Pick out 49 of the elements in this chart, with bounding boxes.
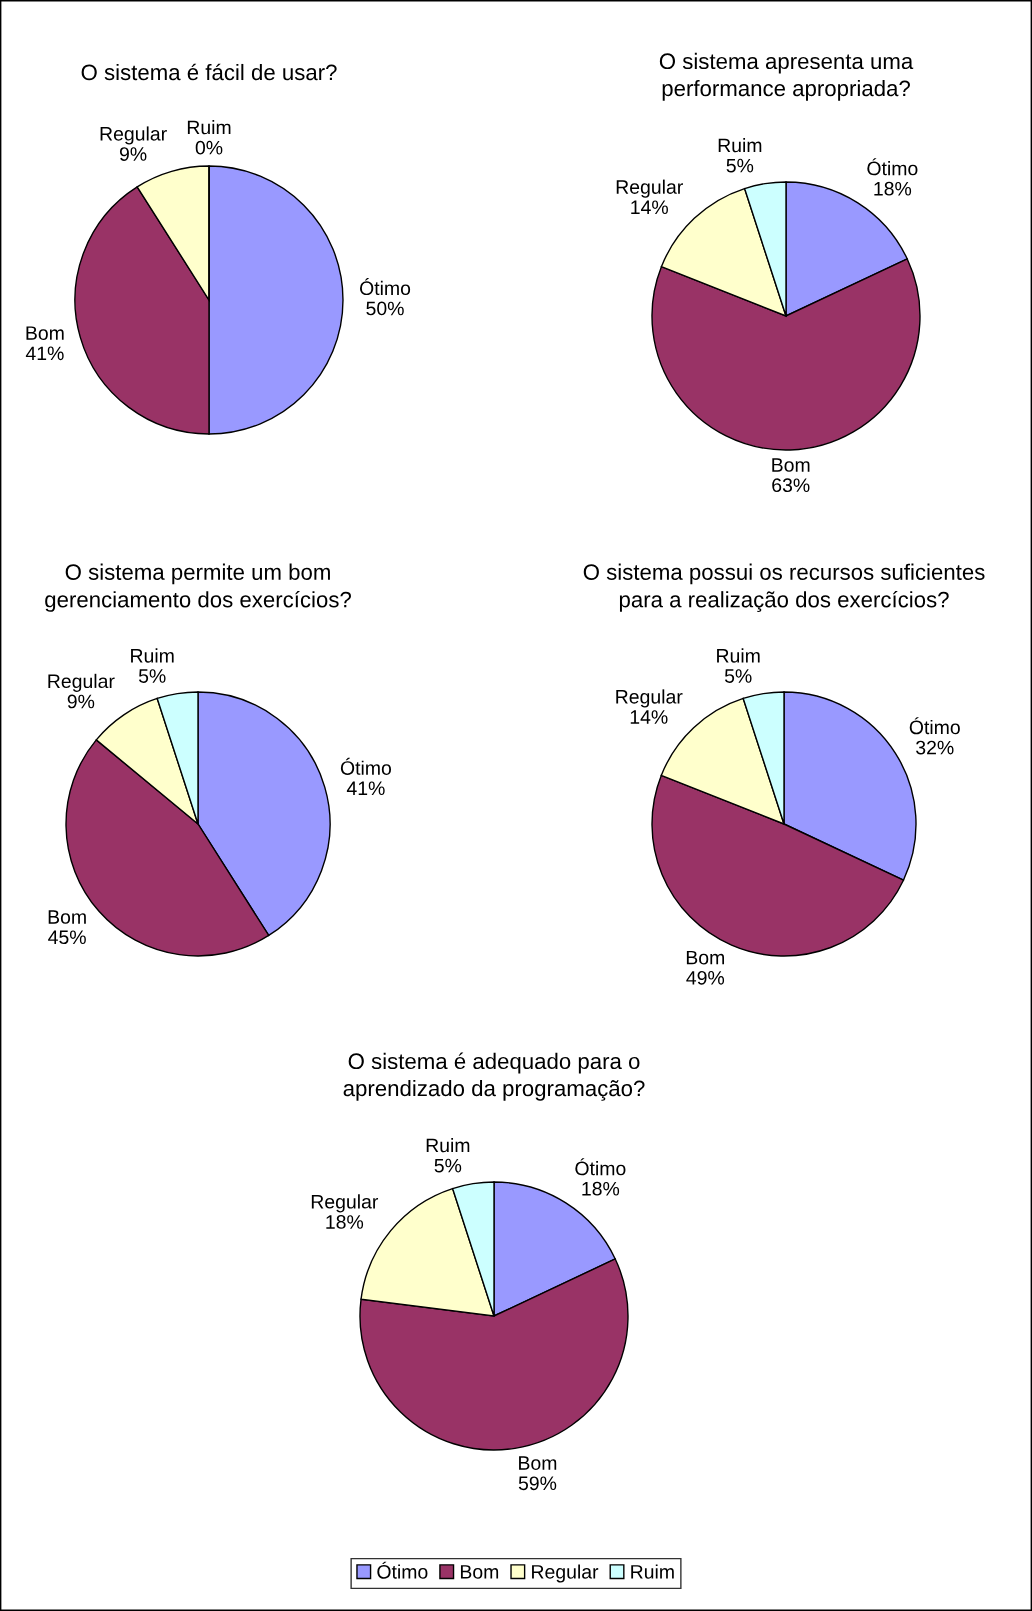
data-label: 32% <box>916 740 954 755</box>
chart-title: O sistema é fácil de usar? <box>81 63 337 81</box>
slice-label: Regular <box>48 673 115 692</box>
chart-title: O sistema apresenta uma performance apropriada? <box>659 52 914 101</box>
slice-label: Bom <box>772 458 810 472</box>
slice-label: Regular <box>616 179 683 198</box>
data-label: 18% <box>326 1215 364 1229</box>
legend-label: Bom <box>460 1565 499 1579</box>
chart-title: O sistema é adequado para o aprendizado da programação? <box>343 1052 645 1101</box>
slice-label: Ótimo <box>360 278 411 296</box>
data-label: 18% <box>582 1181 620 1196</box>
slice-label: Ótimo <box>340 757 392 775</box>
data-label: 63% <box>772 478 810 493</box>
data-label: 18% <box>874 181 912 196</box>
data-label: 41% <box>25 346 64 361</box>
category-label: Ruim <box>187 120 231 135</box>
slice-label: Ótimo <box>575 1158 626 1176</box>
slice-label: Bom <box>686 950 724 965</box>
data-label: 5% <box>724 669 752 683</box>
chart-title: O sistema permite um bom gerenciamento dos exercícios? <box>45 563 351 612</box>
slice-label: Ruim <box>718 138 762 153</box>
slice-label: Ótimo <box>867 158 918 176</box>
legend-label: Ruim <box>631 1564 674 1579</box>
slice-label: Bom <box>48 910 86 924</box>
data-label: 5% <box>726 158 754 173</box>
slice-label: Ruim <box>131 648 174 663</box>
slice-label: Ruim <box>717 648 760 663</box>
slice-label: Ruim <box>426 1138 470 1153</box>
data-label: 49% <box>686 970 725 985</box>
data-label: 14% <box>631 200 668 215</box>
text: 0% <box>195 140 223 155</box>
legend-label: Regular <box>532 1564 599 1583</box>
slice-label: Bom <box>26 326 64 340</box>
legend-label: Ótimo <box>377 1561 428 1579</box>
slice-label: Bom <box>519 1456 557 1470</box>
data-label: 14% <box>630 710 668 724</box>
data-label: 5% <box>138 669 166 683</box>
chart-title: O sistema possui os recursos suficientes para a realização dos exercícios? <box>583 563 985 612</box>
data-label: 50% <box>366 301 404 316</box>
data-label: 9% <box>119 147 147 161</box>
data-label: 59% <box>518 1476 557 1491</box>
slice-label: Regular <box>616 689 683 708</box>
data-label: 45% <box>48 930 86 945</box>
data-label: 41% <box>346 781 385 796</box>
data-label: 5% <box>434 1158 462 1173</box>
slice-label: Regular <box>311 1194 379 1213</box>
data-label: 9% <box>67 694 95 709</box>
slice-label: Ótimo <box>909 717 960 735</box>
slice-label: Regular <box>100 126 167 145</box>
